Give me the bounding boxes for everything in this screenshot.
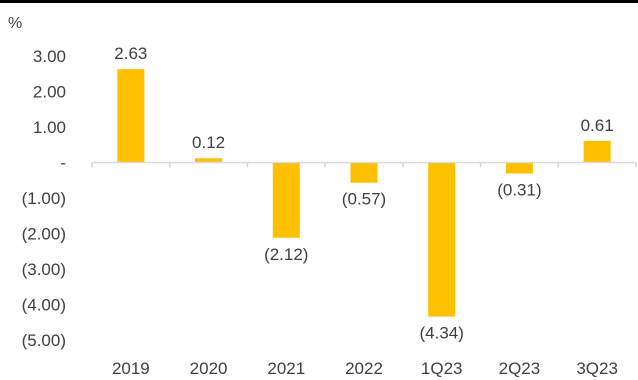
y-tick-label: -	[60, 154, 66, 173]
bar-2021	[272, 162, 300, 238]
bar-2Q23	[505, 162, 533, 174]
data-label: (0.57)	[342, 190, 386, 209]
y-tick-label: 1.00	[33, 118, 66, 137]
x-axis-labels: 2019 2020 2021 2022 1Q23 2Q23 3Q23	[112, 359, 618, 378]
y-tick-label: 2.00	[33, 83, 66, 102]
x-tick-label: 2022	[345, 359, 383, 378]
bar-2019	[117, 69, 145, 163]
y-tick-label: (2.00)	[22, 225, 66, 244]
x-tick-label: 2Q23	[499, 359, 541, 378]
x-tick-label: 3Q23	[576, 359, 618, 378]
y-tick-label: (1.00)	[22, 189, 66, 208]
bar-2020	[195, 158, 223, 163]
bars	[117, 69, 611, 317]
bar-2022	[350, 162, 378, 183]
y-tick-label: (5.00)	[22, 331, 66, 350]
data-label: (2.12)	[264, 245, 308, 264]
data-label: 0.12	[192, 133, 225, 152]
bar-1Q23	[428, 162, 456, 317]
y-tick-label: (3.00)	[22, 260, 66, 279]
x-tick-label: 1Q23	[421, 359, 463, 378]
data-label: (4.34)	[420, 324, 464, 343]
unit-label: %	[8, 15, 22, 32]
data-label: 0.61	[581, 116, 614, 135]
top-border	[0, 0, 638, 3]
bar-3Q23	[583, 140, 611, 163]
zero-axis	[91, 161, 637, 168]
y-tick-label: (4.00)	[22, 296, 66, 315]
data-labels: 2.63 0.12 (2.12) (0.57) (4.34) (0.31) 0.61	[114, 44, 613, 342]
x-tick-label: 2020	[190, 359, 228, 378]
x-tick-label: 2019	[112, 359, 150, 378]
y-axis-labels: 3.00 2.00 1.00 - (1.00) (2.00) (3.00) (4.00) (5.…	[22, 47, 66, 350]
y-tick-label: 3.00	[33, 47, 66, 66]
x-tick-label: 2021	[267, 359, 305, 378]
data-label: (0.31)	[497, 181, 541, 200]
data-label: 2.63	[114, 44, 147, 63]
